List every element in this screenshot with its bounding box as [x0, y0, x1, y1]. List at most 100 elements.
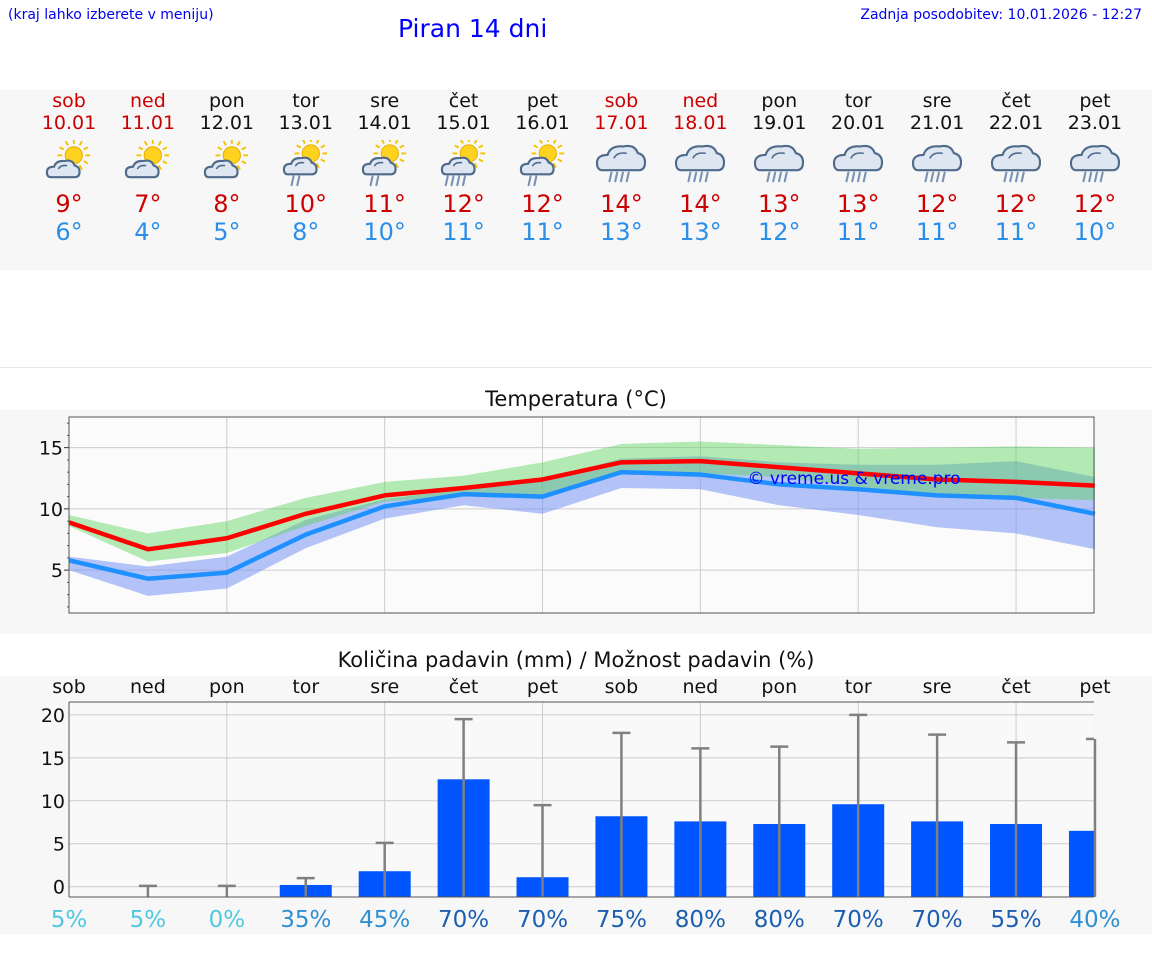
max-temperature: 14° — [679, 190, 722, 218]
sun-cloud-rain-icon — [503, 140, 583, 188]
day-forecast: sob 17.01 14° 13° — [581, 90, 661, 246]
day-name: ned — [130, 90, 166, 112]
cloud-rain-icon — [739, 140, 819, 188]
precipitation-probability-label: 5% — [51, 907, 88, 933]
precipitation-day-label: čet — [1001, 676, 1031, 698]
cloud-rain-icon — [581, 140, 661, 188]
day-date: 18.01 — [673, 112, 728, 134]
precipitation-day-label: čet — [449, 676, 479, 698]
min-temperature: 12° — [757, 218, 801, 246]
watermark-text: © vreme.us & vreme.pro — [747, 469, 960, 489]
day-name: sre — [922, 90, 952, 112]
day-name: ned — [682, 90, 719, 112]
precipitation-probability-label: 70% — [517, 907, 568, 933]
day-date: 20.01 — [830, 112, 886, 134]
max-temperature: 12° — [1073, 190, 1117, 218]
day-name: tor — [844, 90, 872, 112]
min-temperature: 8° — [292, 218, 320, 246]
sun-cloud-rain-icon — [345, 140, 425, 188]
temperature-tick-label: 5 — [51, 560, 63, 582]
day-forecast: tor 13.01 10° 8° — [266, 90, 346, 246]
day-date: 15.01 — [436, 112, 491, 134]
precipitation-day-label: pet — [527, 676, 558, 698]
day-forecast: tor 20.01 13° 11° — [818, 90, 898, 246]
sun-cloud-icon — [29, 140, 109, 188]
precipitation-tick-label: 5 — [53, 834, 65, 856]
day-date: 22.01 — [988, 112, 1044, 134]
precipitation-day-label: pon — [761, 676, 797, 698]
precipitation-probability-label: 55% — [990, 907, 1041, 933]
cloud-rain-icon — [818, 140, 898, 188]
precipitation-chart-title: Količina padavin (mm) / Možnost padavin … — [337, 648, 815, 672]
precipitation-tick-label: 10 — [41, 791, 65, 813]
min-temperature: 11° — [994, 218, 1038, 246]
day-date: 19.01 — [752, 112, 807, 134]
precipitation-day-label: ned — [682, 676, 718, 698]
max-temperature: 13° — [757, 190, 801, 218]
min-temperature-band — [69, 456, 1095, 596]
precipitation-probability-label: 70% — [833, 907, 884, 933]
precipitation-probability-label: 40% — [1069, 907, 1120, 933]
location-menu-hint: (kraj lahko izberete v meniju) — [8, 7, 214, 23]
day-name: pet — [1079, 90, 1111, 112]
precipitation-probability-label: 80% — [675, 907, 726, 933]
daily-forecast-band — [0, 90, 1152, 270]
precipitation-day-label: tor — [845, 676, 872, 698]
min-temperature-line — [68, 469, 1096, 581]
sun-cloud-rain-icon — [266, 140, 346, 188]
min-temperature: 6° — [55, 218, 83, 246]
day-forecast: sre 14.01 11° 10° — [345, 90, 425, 246]
max-temperature: 8° — [213, 190, 241, 218]
min-temperature: 11° — [836, 218, 880, 246]
day-forecast: pet 23.01 12° 10° — [1055, 90, 1135, 246]
max-temperature: 9° — [55, 190, 83, 218]
day-date: 14.01 — [357, 112, 412, 134]
day-date: 23.01 — [1067, 112, 1123, 134]
precipitation-probability-label: 35% — [280, 907, 331, 933]
day-forecast: sob 10.01 9° 6° — [29, 90, 109, 246]
temperature-tick-label: 10 — [39, 499, 63, 521]
precipitation-tick-label: 20 — [41, 705, 65, 727]
min-temperature: 10° — [1073, 218, 1117, 246]
precipitation-probability-label: 80% — [754, 907, 805, 933]
min-temperature: 13° — [600, 218, 643, 246]
precipitation-probability-label: 0% — [209, 907, 246, 933]
divider — [0, 367, 1152, 368]
min-temperature: 11° — [915, 218, 959, 246]
day-date: 10.01 — [41, 112, 97, 134]
cloud-rain-icon — [1055, 140, 1135, 188]
max-temperature-line — [68, 458, 1096, 552]
day-date: 11.01 — [120, 112, 176, 134]
cloud-rain-icon — [976, 140, 1056, 188]
day-date: 16.01 — [515, 112, 570, 134]
precipitation-tick-label: 15 — [41, 748, 65, 770]
day-forecast: sre 21.01 12° 11° — [897, 90, 977, 246]
max-temperature: 10° — [284, 190, 328, 218]
day-name: sre — [370, 90, 400, 112]
temperature-plot-frame — [68, 416, 1095, 614]
last-update-text: Zadnja posodobitev: 10.01.2026 - 12:27 — [860, 7, 1142, 23]
precipitation-day-label: sre — [370, 676, 399, 698]
max-temperature: 13° — [836, 190, 880, 218]
day-name: pet — [526, 90, 559, 112]
day-forecast: čet 22.01 12° 11° — [976, 90, 1056, 246]
day-name: pon — [761, 90, 798, 112]
precipitation-day-label: sre — [923, 676, 952, 698]
day-name: tor — [292, 90, 320, 112]
day-date: 17.01 — [594, 112, 649, 134]
max-temperature: 14° — [600, 190, 643, 218]
day-forecast: pon 19.01 13° 12° — [739, 90, 819, 246]
precipitation-day-label: sob — [52, 676, 86, 698]
precipitation-day-label: pon — [209, 676, 245, 698]
day-name: čet — [1001, 90, 1031, 112]
max-temperature: 12° — [521, 190, 564, 218]
sun-cloud-heavy-rain-icon — [424, 140, 504, 188]
day-date: 21.01 — [909, 112, 965, 134]
day-forecast: pet 16.01 12° 11° — [503, 90, 583, 246]
precipitation-day-label: tor — [292, 676, 319, 698]
precipitation-probability-label: 70% — [438, 907, 489, 933]
precipitation-day-label: sob — [605, 676, 639, 698]
page-title: Piran 14 dni — [398, 14, 548, 43]
max-temperature: 11° — [363, 190, 406, 218]
